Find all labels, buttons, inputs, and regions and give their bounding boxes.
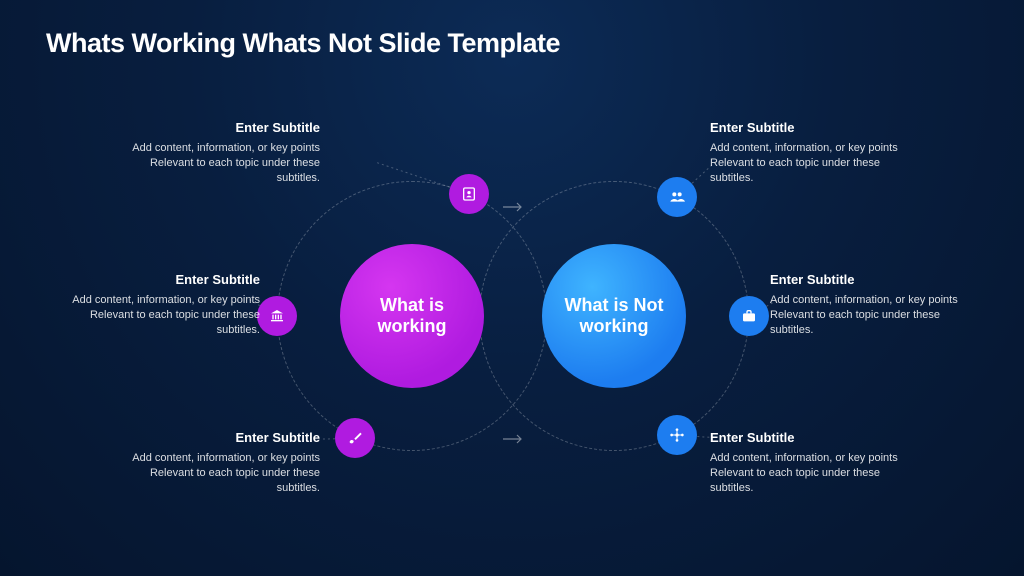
- brush-icon: [335, 418, 375, 458]
- body-text: Add content, information, or key pointsR…: [710, 141, 910, 186]
- id-card-icon: [449, 174, 489, 214]
- circle-working: What is working: [340, 244, 484, 388]
- arrow-right-icon: [502, 432, 524, 450]
- slide-root: Whats Working Whats Not Slide Template W…: [0, 0, 1024, 576]
- subtitle: Enter Subtitle: [710, 120, 910, 135]
- subtitle: Enter Subtitle: [710, 430, 910, 445]
- body-text: Add content, information, or key pointsR…: [60, 293, 260, 338]
- network-icon: [657, 415, 697, 455]
- body-text: Add content, information, or key pointsR…: [120, 141, 320, 186]
- briefcase-icon: [729, 296, 769, 336]
- circle-working-label: What is working: [350, 295, 474, 336]
- text-block: Enter Subtitle Add content, information, …: [710, 120, 910, 186]
- body-text: Add content, information, or key pointsR…: [710, 451, 910, 496]
- bank-icon: [257, 296, 297, 336]
- subtitle: Enter Subtitle: [120, 120, 320, 135]
- circle-not-working: What is Not working: [542, 244, 686, 388]
- text-block: Enter Subtitle Add content, information, …: [710, 430, 910, 496]
- subtitle: Enter Subtitle: [770, 272, 970, 287]
- text-block: Enter Subtitle Add content, information, …: [770, 272, 970, 338]
- text-block: Enter Subtitle Add content, information, …: [60, 272, 260, 338]
- page-title: Whats Working Whats Not Slide Template: [46, 28, 560, 59]
- arrow-right-icon: [502, 200, 524, 218]
- group-icon: [657, 177, 697, 217]
- subtitle: Enter Subtitle: [120, 430, 320, 445]
- circle-not-working-label: What is Not working: [552, 295, 676, 336]
- body-text: Add content, information, or key pointsR…: [770, 293, 970, 338]
- text-block: Enter Subtitle Add content, information, …: [120, 120, 320, 186]
- body-text: Add content, information, or key pointsR…: [120, 451, 320, 496]
- subtitle: Enter Subtitle: [60, 272, 260, 287]
- text-block: Enter Subtitle Add content, information, …: [120, 430, 320, 496]
